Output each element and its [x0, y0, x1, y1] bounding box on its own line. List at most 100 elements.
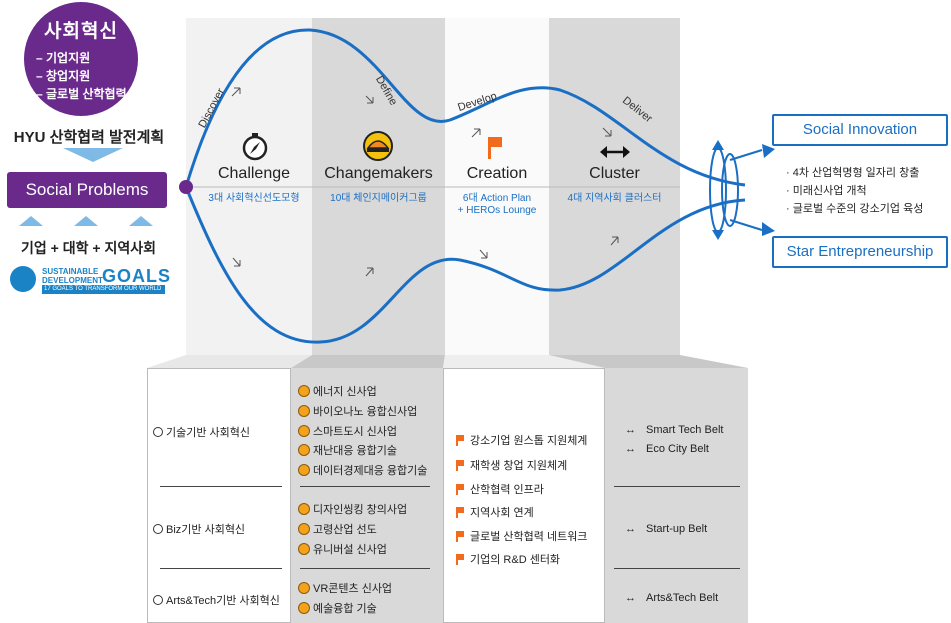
divider: [160, 486, 282, 487]
table-col2-item: 바이오나노 융합신사업: [298, 403, 417, 419]
table-col1-item: Arts&Tech기반 사회혁신: [153, 592, 280, 608]
social-innovation-box: Social Innovation: [772, 114, 948, 146]
un-globe-icon: [10, 266, 36, 292]
table-col1-item: Biz기반 사회혁신: [153, 521, 245, 537]
down-arrow-icon: [63, 148, 123, 162]
table-col2-item: 에너지 신사업: [298, 383, 377, 399]
col4-label: Smart Tech Belt: [646, 424, 724, 436]
double-arrow-icon: ↔: [625, 523, 636, 535]
table-col2-item: 고령산업 선도: [298, 521, 377, 537]
col3-label: 지역사회 연계: [470, 507, 534, 519]
double-arrow-icon: [600, 146, 630, 158]
col2-label: 스마트도시 신사업: [313, 426, 398, 438]
compass-icon: [242, 133, 268, 161]
hardhat-bullet-icon: [298, 444, 310, 456]
divider: [614, 486, 740, 487]
col4-label: Eco City Belt: [646, 443, 709, 455]
flag-icon: [456, 553, 465, 565]
sdg-goals: GOALS: [102, 266, 172, 286]
stage-sub-cluster: 4대 지역사회 클러스터: [567, 193, 662, 204]
development-plan-title: HYU 산학협력 발전계획: [13, 129, 165, 146]
stage-cluster: Cluster: [589, 165, 640, 182]
table-col-3: [443, 368, 605, 623]
star-entrepreneurship-box: Star Entrepreneurship: [772, 236, 948, 268]
hardhat-bullet-icon: [298, 385, 310, 397]
compass-icon: [153, 524, 163, 534]
table-col2-item: 재난대응 융합기술: [298, 442, 397, 458]
col2-label: 유니버설 신사업: [313, 544, 387, 556]
hardhat-bullet-icon: [298, 464, 310, 476]
col4-label: Start-up Belt: [646, 523, 708, 535]
sdg-line-2: DEVELOPMENT: [42, 276, 103, 285]
table-col3-item: 강소기업 원스톱 지원체계: [456, 432, 587, 448]
hardhat-bullet-icon: [298, 405, 310, 417]
table-col2-item: 예술융합 기술: [298, 600, 377, 616]
stage-sub-creation: 6대 Action Plan + HEROs Lounge: [445, 193, 549, 217]
double-arrow-icon: ↔: [625, 424, 636, 436]
stage-sub-changemakers: 10대 체인지메이커그룹: [330, 193, 427, 204]
hardhat-icon: [363, 131, 393, 161]
flag-icon: [456, 530, 465, 542]
divider: [160, 568, 282, 569]
hardhat-bullet-icon: [298, 425, 310, 437]
divider: [300, 486, 430, 487]
sdg-logo: SUSTAINABLE DEVELOPMENT GOALS 17 GOALS T…: [10, 266, 170, 294]
circle-item: – 글로벌 산학협력: [36, 87, 127, 101]
up-arrow-icon: [19, 216, 43, 226]
hardhat-bullet-icon: [298, 503, 310, 515]
stage-creation: Creation: [466, 165, 528, 182]
flag-icon: [456, 506, 465, 518]
double-arrow-icon: ↔: [625, 592, 636, 604]
up-arrow-icon: [74, 216, 98, 226]
col1-label: Arts&Tech기반 사회혁신: [166, 595, 280, 607]
stage-challenge: Challenge: [217, 165, 291, 182]
table-col-1: [147, 368, 291, 623]
col2-label: 고령산업 선도: [313, 524, 377, 536]
col2-label: 디자인씽킹 창의사업: [313, 504, 408, 516]
col3-label: 재학생 창업 지원체계: [470, 460, 568, 472]
flag-icon: [488, 137, 502, 159]
table-col1-item: 기술기반 사회혁신: [153, 424, 250, 440]
col1-label: 기술기반 사회혁신: [166, 427, 251, 439]
stage-sub-challenge: 3대 사회혁신선도모형: [208, 193, 300, 204]
stage-changemakers: Changemakers: [324, 165, 433, 182]
outcome-item: · 4차 산업혁명형 일자리 창출: [786, 167, 920, 179]
table-col3-item: 기업의 R&D 센터화: [456, 551, 560, 567]
divider: [300, 568, 430, 569]
compass-icon: [153, 427, 163, 437]
table-col2-item: 스마트도시 신사업: [298, 423, 397, 439]
col2-label: 예술융합 기술: [313, 603, 377, 615]
table-col4-item: ↔ Arts&Tech Belt: [625, 592, 718, 604]
table-col4-item: ↔ Smart Tech Belt: [625, 424, 723, 436]
table-col2-item: 유니버설 신사업: [298, 541, 387, 557]
hardhat-bullet-icon: [298, 582, 310, 594]
col3-label: 산학협력 인프라: [470, 484, 544, 496]
compass-icon: [153, 595, 163, 605]
hardhat-bullet-icon: [298, 543, 310, 555]
col4-label: Arts&Tech Belt: [646, 592, 719, 604]
col1-label: Biz기반 사회혁신: [166, 524, 246, 536]
col2-label: VR콘텐츠 신사업: [313, 583, 393, 595]
hardhat-bullet-icon: [298, 602, 310, 614]
table-col2-item: 데이터경제대응 융합기술: [298, 462, 427, 478]
stage-sub-creation-line: + HEROs Lounge: [457, 205, 537, 216]
col2-label: 재난대응 융합기술: [313, 445, 398, 457]
outcome-list: · 4차 산업혁명형 일자리 창출 · 미래신사업 개척 · 글로벌 수준의 강…: [786, 164, 923, 218]
table-col-2: [291, 368, 443, 623]
table-col2-item: 디자인씽킹 창의사업: [298, 501, 407, 517]
social-problems-box: Social Problems: [7, 172, 167, 208]
table-col3-item: 지역사회 연계: [456, 504, 534, 520]
divider: [614, 568, 740, 569]
up-arrow-icon: [129, 216, 153, 226]
flag-icon: [456, 459, 465, 471]
circle-item: – 창업지원: [36, 69, 91, 83]
outcome-item: · 미래신사업 개척: [786, 185, 867, 197]
stage-sub-creation-line: 6대 Action Plan: [462, 193, 532, 204]
stakeholders-text: 기업 + 대학 + 지역사회: [21, 240, 156, 256]
col3-label: 글로벌 산학협력 네트워크: [470, 531, 588, 543]
table-col4-item: ↔ Eco City Belt: [625, 443, 709, 455]
double-arrow-icon: ↔: [625, 443, 636, 455]
table-col3-item: 산학협력 인프라: [456, 481, 544, 497]
outcome-item: · 글로벌 수준의 강소기업 육성: [786, 203, 924, 215]
